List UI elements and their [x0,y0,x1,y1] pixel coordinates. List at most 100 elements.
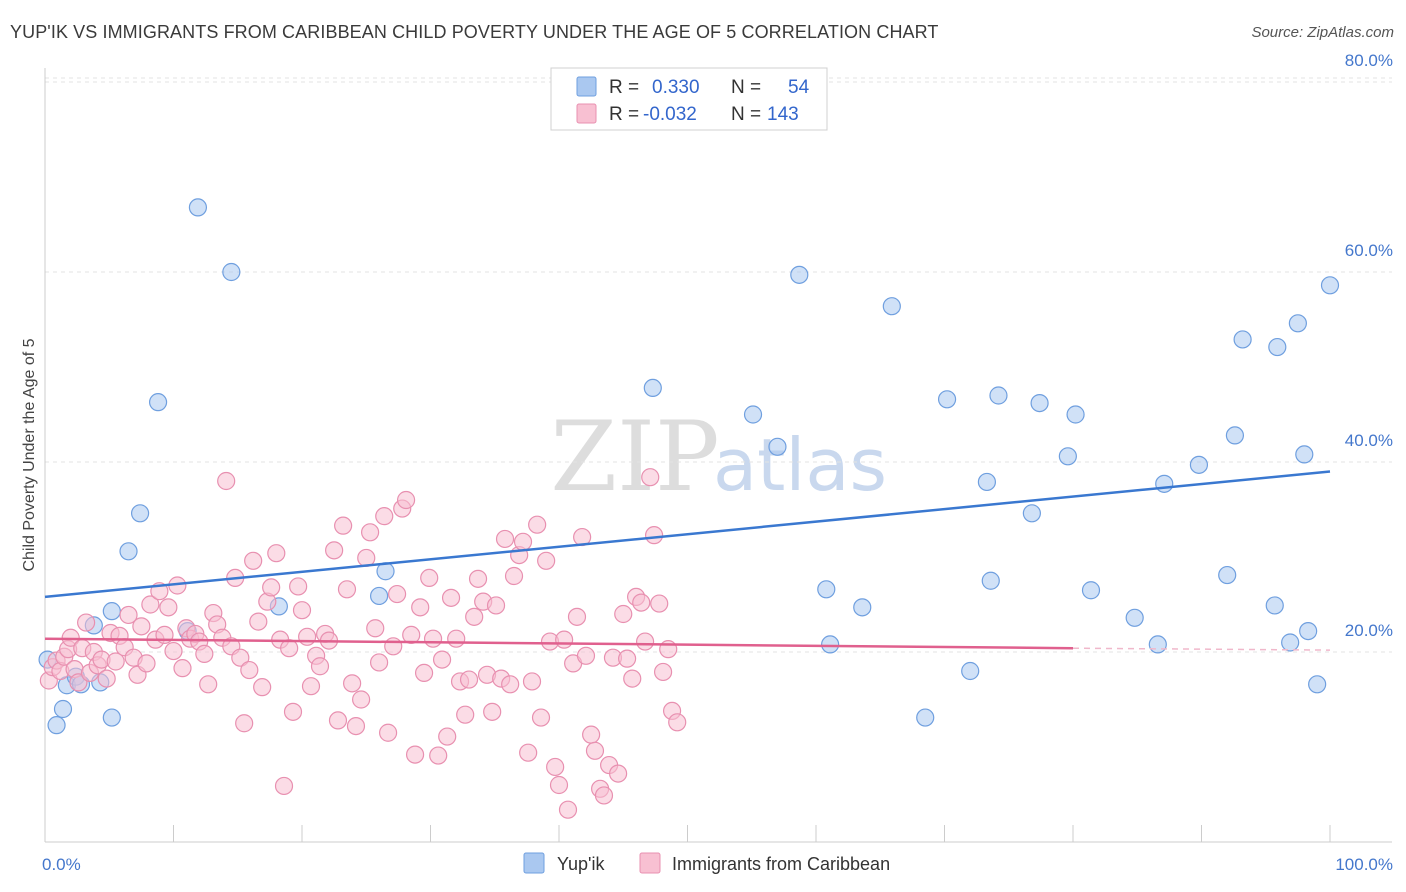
legend-r-value-caribbean: -0.032 [643,104,697,125]
caribbean-point [635,632,655,651]
caribbean-point [582,725,601,744]
caribbean-point [325,541,344,560]
caribbean-point [555,630,574,649]
yupik-point [148,393,168,412]
caribbean-point [468,569,488,588]
yupik-point [821,635,840,654]
caribbean-point [384,637,403,656]
caribbean-point [334,516,353,535]
yupik-point [119,542,138,561]
caribbean-point [249,612,268,631]
series-caribbean-points [39,468,687,819]
yupik-point [1081,581,1101,600]
yupik-point [1189,455,1209,474]
caribbean-point [231,648,250,667]
yupik-point [1225,426,1245,445]
caribbean-point [614,604,633,624]
yupik-point [1288,314,1307,333]
caribbean-point [429,746,448,765]
watermark-atlas: atlas [713,423,887,507]
legend-frame [550,67,828,131]
caribbean-point [199,675,218,694]
caribbean-point [370,653,389,672]
y-axis-label: Child Poverty Under the Age of 5 [21,338,38,571]
legend-box: R = 0.330 N = 54 R = -0.032 N = 143 [550,67,828,131]
x-tick-labels: 0.0% 100.0% [42,855,1393,874]
caribbean-point [217,471,236,491]
yupik-point [916,708,935,727]
yupik-point [1058,447,1077,466]
legend-n-label: N = [731,77,761,98]
caribbean-point [653,662,673,682]
caribbean-point [195,644,214,664]
caribbean-point [159,598,178,617]
caribbean-point [132,617,151,636]
caribbean-point [447,629,466,648]
caribbean-point [459,670,479,689]
yupik-point [961,661,980,681]
legend-n-value-yupik: 54 [788,77,810,98]
caribbean-point [609,764,628,783]
yupik-point [1030,394,1049,413]
caribbean-point [585,741,605,760]
caribbean-point [173,659,192,678]
caribbean-point [405,745,425,764]
caribbean-point [513,532,533,551]
yupik-point [1022,504,1041,523]
yupik-point [1218,565,1237,585]
source-label: Source: ZipAtlas.com [1251,24,1394,41]
caribbean-point [594,786,614,805]
caribbean-point [292,601,312,620]
yupik-point [130,504,150,523]
caribbean-point [531,708,551,727]
yupik-point [1268,337,1287,357]
trend-line-caribbean [44,637,1074,650]
caribbean-point [366,619,385,638]
caribbean-point [352,690,371,709]
yupik-point [1148,635,1167,654]
bottom-legend-label-caribbean: Immigrants from Caribbean [672,854,890,874]
yupik-point [790,265,809,284]
caribbean-point [641,468,660,487]
chart-title: YUP'IK VS IMMIGRANTS FROM CARIBBEAN CHIL… [10,22,939,42]
yupik-point [1233,330,1252,349]
legend-r-label: R = [609,104,639,125]
yupik-point [188,198,208,217]
yupik-point [53,699,73,719]
caribbean-point [301,677,321,696]
yupik-point [1299,621,1318,641]
caribbean-point [414,663,434,683]
caribbean-point [235,714,254,733]
yupik-point [853,598,872,617]
caribbean-point [495,529,515,549]
yupik-point [1066,405,1085,424]
yupik-point [937,390,957,409]
caribbean-point [632,593,651,612]
caribbean-point [549,775,569,795]
caribbean-point [244,551,263,570]
caribbean-point [262,578,281,597]
yupik-point [768,437,787,456]
caribbean-point [387,584,407,604]
x-tick-label-min: 0.0% [42,855,81,874]
yupik-point [1295,445,1314,464]
y-tick-label: 80.0% [1345,51,1393,70]
caribbean-point [289,577,308,596]
caribbean-point [432,650,452,669]
yupik-point [370,586,389,606]
trend-line-yupik [44,470,1331,599]
caribbean-point [537,551,556,570]
caribbean-point [280,639,299,658]
legend-swatch-caribbean [576,103,597,124]
caribbean-point [558,800,578,819]
caribbean-point [164,641,183,661]
caribbean-point [141,595,160,614]
caribbean-point [346,716,366,736]
caribbean-point [106,652,125,671]
caribbean-point [337,580,357,599]
caribbean-point [423,629,443,648]
y-tick-label: 20.0% [1345,621,1393,640]
caribbean-point [519,743,538,762]
yupik-point [222,262,241,282]
caribbean-point [378,723,398,742]
